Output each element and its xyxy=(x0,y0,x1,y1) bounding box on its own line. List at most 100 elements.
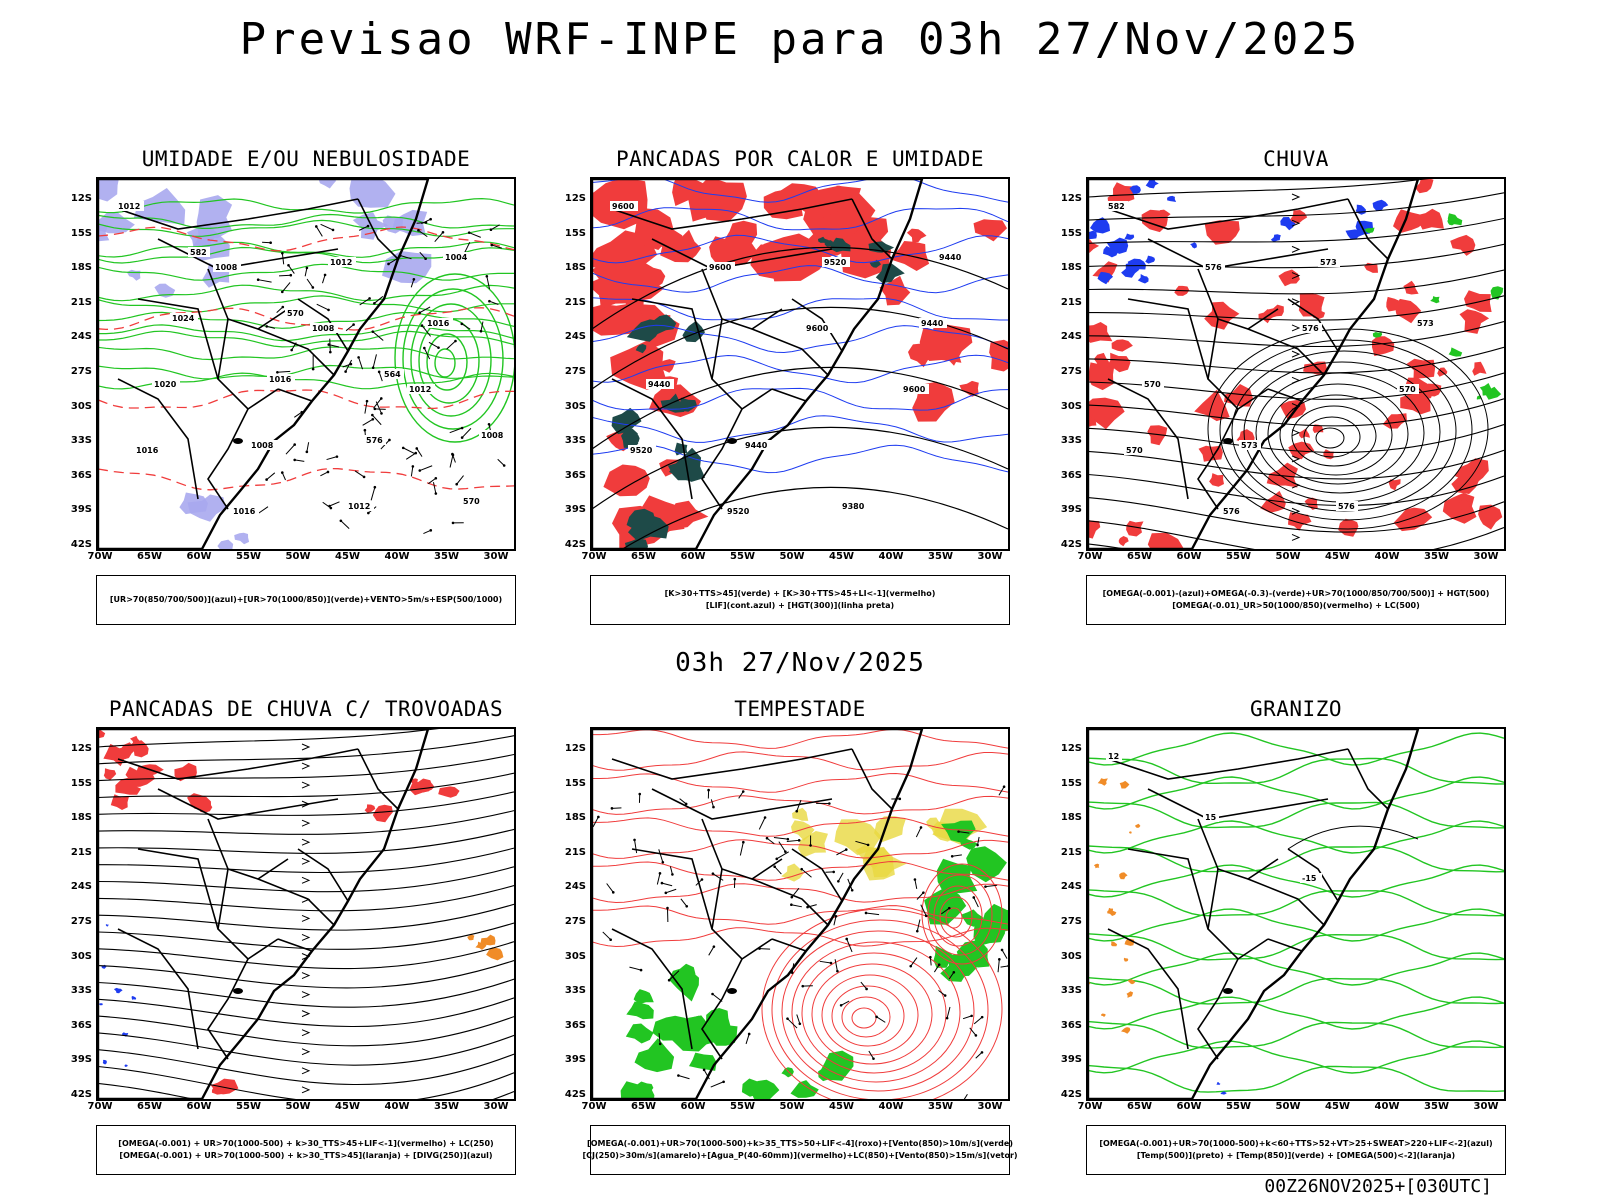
lat-axis: 12S 15S 18S 21S 24S 27S 30S 33S 36S 39S 42S xyxy=(1048,177,1084,551)
contour-label-bg xyxy=(425,318,453,328)
streamline xyxy=(98,729,440,748)
contour-label: 576 xyxy=(1223,507,1240,516)
map-trovoadas[interactable] xyxy=(96,727,516,1101)
legend-line-2: [Temp(500)](preto) + [Temp(850)](verde) … xyxy=(1136,1151,1456,1160)
wind-vector xyxy=(833,916,837,926)
streamline-arrow xyxy=(1291,533,1301,541)
omega500-fill xyxy=(1126,991,1134,998)
wind-vector xyxy=(281,305,285,309)
lagoa xyxy=(1223,988,1233,994)
wind-vector xyxy=(373,398,382,409)
streamline xyxy=(98,828,514,854)
wind-vector xyxy=(304,267,308,277)
lat-tick-label: 42S xyxy=(564,539,586,550)
geopotential-contour xyxy=(1207,328,1489,530)
map-svg: 12 15 -15 xyxy=(1088,729,1504,1099)
lat-tick-label: 27S xyxy=(70,366,92,377)
omega-fill xyxy=(1097,271,1114,285)
contour-label: 1020 xyxy=(154,380,177,389)
streamline xyxy=(98,1032,514,1066)
wind-vector xyxy=(277,370,291,373)
map-umidade[interactable]: 1012 1008 1008 1012 1016 1016 1012 1016 1020 1008… xyxy=(96,177,516,551)
wind-vector xyxy=(400,255,412,260)
wind-vector xyxy=(712,805,715,809)
wind-vector xyxy=(370,487,376,501)
wind-vector xyxy=(998,958,1001,961)
border-line xyxy=(117,198,359,230)
wind-vector xyxy=(418,469,422,472)
map-tempestade[interactable] xyxy=(590,727,1010,1101)
wind-vector xyxy=(306,278,314,288)
instability-fill xyxy=(919,326,962,363)
wind-vector xyxy=(739,842,744,856)
wind-vector xyxy=(669,866,673,875)
wind-fill xyxy=(634,1038,675,1073)
wind-vector xyxy=(786,1017,789,1020)
lif-contour xyxy=(592,234,1008,264)
instability-fill-strong xyxy=(626,319,662,342)
streamline xyxy=(1088,179,1430,198)
wind-vector xyxy=(975,1052,983,1059)
wind-vector xyxy=(738,791,744,799)
wind-vector xyxy=(711,872,715,875)
contour-label-bg xyxy=(443,252,471,262)
lat-tick-label: 33S xyxy=(70,435,92,447)
wind-vector xyxy=(290,348,293,352)
instability-fill xyxy=(629,259,666,291)
cyclone-contour xyxy=(426,333,468,391)
streamline xyxy=(1088,346,1504,374)
wind-vector xyxy=(326,456,338,461)
thunder-fill xyxy=(130,735,140,745)
wind-vector xyxy=(610,807,614,810)
omega-strong-fill xyxy=(1372,332,1383,338)
map-chuva[interactable]: 582 576 576 570 570 576 573 573 570 573 576 xyxy=(1086,177,1506,551)
contour-label-bg xyxy=(310,323,338,333)
geopotential-contour xyxy=(1303,416,1361,458)
wind-vector xyxy=(915,827,922,838)
rain-fill xyxy=(1448,500,1463,512)
wind-vector xyxy=(412,278,416,281)
streamline xyxy=(98,753,514,782)
rain-fill xyxy=(1088,322,1113,343)
map-granizo[interactable]: 12 15 -15 xyxy=(1086,727,1506,1101)
wind-vector xyxy=(855,840,869,846)
contour-label: 9440 xyxy=(648,380,671,389)
wind-vector xyxy=(963,1093,968,1099)
contour-label: 576 xyxy=(1302,324,1319,333)
legend-line-1: [OMEGA(-0.001) + UR>70(1000-500) + k>30_… xyxy=(118,1139,494,1148)
wind-vector xyxy=(359,298,370,306)
cyclone-contour xyxy=(410,303,492,417)
wind-vector xyxy=(451,453,456,463)
map-pancadas-calor[interactable]: 9600 9600 9600 9600 9520 9520 9520 9440 9440 9440… xyxy=(590,177,1010,551)
lon-tick-label: 40W xyxy=(384,551,410,562)
wind-vector xyxy=(352,323,355,326)
lif-contour xyxy=(592,354,1008,384)
thickness-line xyxy=(98,226,514,252)
wind-vector xyxy=(832,870,835,874)
wind-vector xyxy=(327,308,330,312)
contour-label-bg xyxy=(213,262,241,272)
wind-vector xyxy=(973,1016,983,1025)
temp850-contour xyxy=(1088,757,1504,785)
border-line xyxy=(631,848,713,930)
wind-fill xyxy=(781,1067,794,1078)
border-line xyxy=(791,298,843,352)
thunder-orange-fill xyxy=(475,941,487,950)
temp850-contour xyxy=(1088,1020,1504,1049)
temp500-contour xyxy=(1287,825,1419,850)
pressure-contour xyxy=(933,885,983,947)
panel-title: UMIDADE E/OU NEBULOSIDADE xyxy=(141,147,471,171)
wind-vector xyxy=(434,231,444,243)
border-line xyxy=(257,878,335,926)
wind-vector xyxy=(796,1014,801,1024)
pressure-contour xyxy=(592,927,1008,948)
wind-vector xyxy=(790,895,794,899)
wind-vector xyxy=(836,969,839,973)
wind-vector xyxy=(952,854,962,857)
lat-tick-label: 18S xyxy=(564,262,586,274)
panel-pancadas-calor: PANCADAS POR CALOR E UMIDADE 12S 15S 18S 21… xyxy=(565,147,1050,627)
map-svg xyxy=(98,729,514,1099)
wind-vector xyxy=(460,436,464,439)
wind-vector xyxy=(434,492,438,495)
wind-vector xyxy=(913,878,917,881)
